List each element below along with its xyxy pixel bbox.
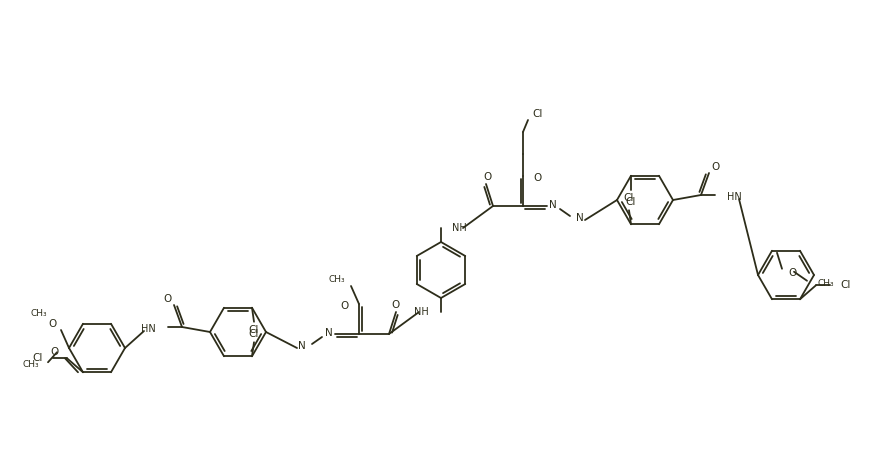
Text: CH₃: CH₃ [328, 275, 345, 284]
Text: Cl: Cl [532, 109, 542, 119]
Text: Cl: Cl [623, 193, 634, 203]
Text: CH₃: CH₃ [30, 309, 47, 318]
Text: O: O [392, 300, 400, 310]
Text: N: N [549, 200, 557, 210]
Text: O: O [711, 162, 720, 172]
Text: Cl: Cl [840, 280, 850, 290]
Text: Cl: Cl [626, 197, 636, 207]
Text: N: N [298, 341, 306, 351]
Text: CH₃: CH₃ [818, 279, 834, 288]
Text: O: O [50, 347, 59, 357]
Text: O: O [483, 172, 491, 182]
Text: HN: HN [141, 324, 156, 334]
Text: O: O [49, 319, 57, 329]
Text: O: O [533, 173, 541, 183]
Text: O: O [788, 268, 796, 278]
Text: Cl: Cl [249, 325, 260, 335]
Text: O: O [163, 294, 172, 304]
Text: Cl: Cl [33, 353, 43, 363]
Text: NH: NH [452, 223, 467, 233]
Text: N: N [325, 328, 333, 338]
Text: O: O [341, 301, 349, 311]
Text: CH₃: CH₃ [22, 360, 39, 369]
Text: N: N [576, 213, 584, 223]
Text: Cl: Cl [249, 329, 260, 339]
Text: NH: NH [414, 307, 429, 317]
Text: HN: HN [727, 192, 742, 202]
